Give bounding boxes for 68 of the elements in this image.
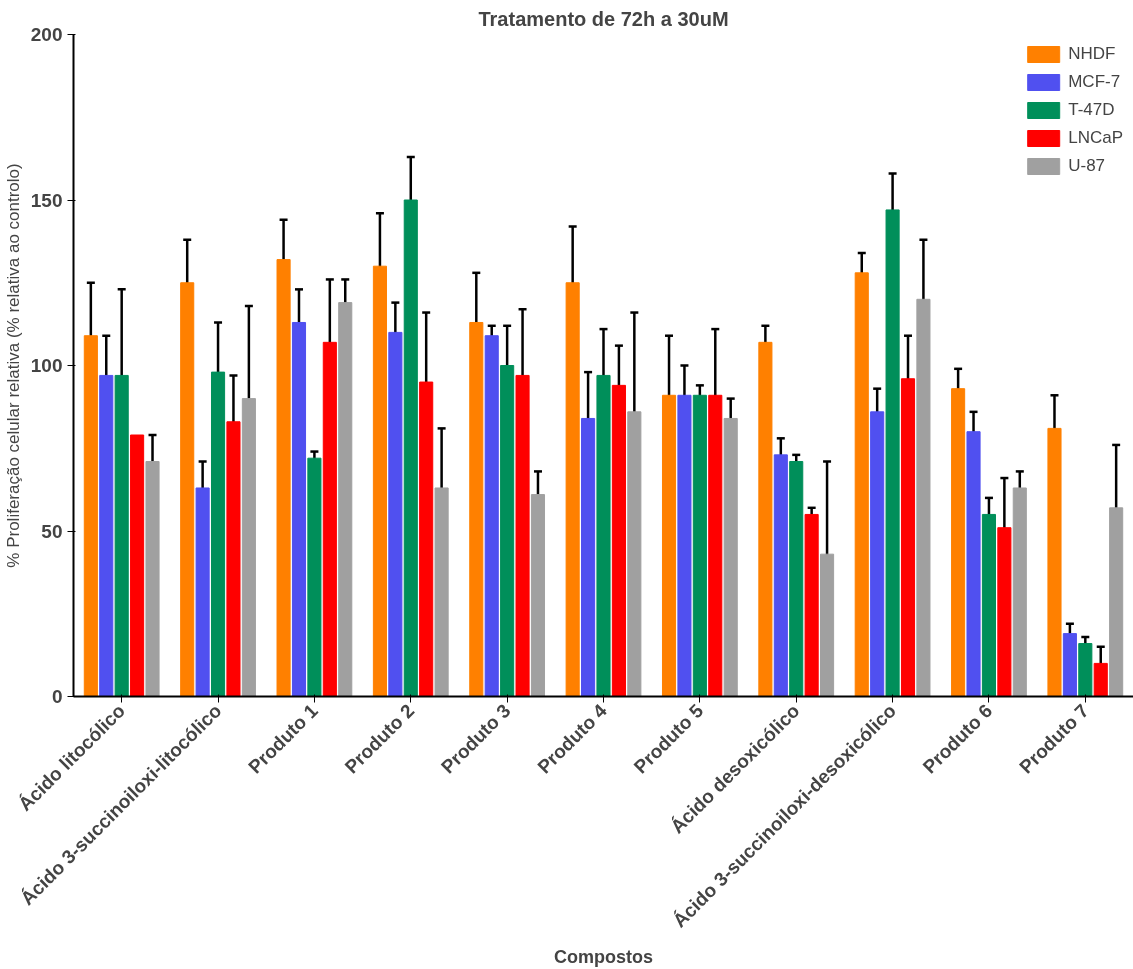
bar bbox=[372, 265, 387, 697]
bar bbox=[627, 411, 642, 697]
bar bbox=[388, 331, 403, 697]
bar bbox=[403, 199, 418, 697]
x-axis-title: Compostos bbox=[554, 946, 653, 967]
bar bbox=[241, 398, 256, 697]
legend-label: MCF-7 bbox=[1068, 72, 1121, 92]
bar bbox=[210, 371, 226, 697]
bar bbox=[145, 460, 160, 697]
bar bbox=[226, 421, 241, 697]
bar bbox=[951, 388, 966, 697]
bar bbox=[307, 457, 322, 697]
bar bbox=[1078, 643, 1093, 697]
y-tick-label: 100 bbox=[30, 355, 63, 376]
bar bbox=[322, 341, 337, 697]
bar bbox=[434, 487, 449, 697]
bar bbox=[692, 394, 707, 697]
bar bbox=[1093, 662, 1108, 697]
bar bbox=[981, 513, 997, 697]
bar bbox=[661, 394, 677, 697]
legend-label: LNCaP bbox=[1068, 128, 1123, 148]
chart-title: Tratamento de 72h a 30uM bbox=[478, 7, 729, 30]
bar bbox=[677, 394, 692, 697]
legend-label: NHDF bbox=[1068, 44, 1116, 64]
bar bbox=[515, 374, 530, 697]
bar bbox=[758, 341, 773, 697]
bar bbox=[180, 282, 195, 697]
bar bbox=[916, 298, 931, 697]
bar bbox=[130, 434, 145, 697]
bar bbox=[1012, 487, 1027, 697]
bar bbox=[723, 417, 738, 697]
bar bbox=[419, 381, 434, 697]
bar bbox=[1062, 633, 1077, 697]
bar bbox=[99, 374, 114, 697]
bar bbox=[854, 272, 869, 697]
bar bbox=[338, 302, 353, 697]
bar bbox=[500, 365, 515, 697]
bar bbox=[114, 374, 129, 697]
y-tick-label: 200 bbox=[30, 24, 63, 45]
bar bbox=[1047, 427, 1062, 697]
bar bbox=[966, 431, 981, 697]
bar bbox=[596, 374, 611, 697]
bar bbox=[804, 513, 819, 697]
bar bbox=[83, 335, 98, 697]
bar bbox=[997, 527, 1012, 697]
y-axis-title: % Proliferação celular relativa (% relativa ao controlo) bbox=[3, 163, 23, 568]
bar bbox=[484, 335, 499, 697]
bar bbox=[1109, 507, 1124, 697]
bar bbox=[885, 209, 900, 697]
bar bbox=[773, 454, 788, 697]
y-tick-label: 150 bbox=[30, 189, 63, 211]
y-tick-label: 0 bbox=[51, 686, 63, 707]
bar bbox=[530, 494, 546, 697]
bar bbox=[291, 321, 307, 697]
bar bbox=[900, 378, 916, 697]
bar bbox=[708, 394, 723, 697]
bar bbox=[276, 259, 291, 697]
bar bbox=[611, 384, 626, 697]
bar bbox=[820, 553, 835, 697]
legend-label: U-87 bbox=[1068, 156, 1106, 176]
legend-label: T-47D bbox=[1068, 100, 1115, 120]
bar bbox=[195, 487, 210, 697]
bar bbox=[565, 282, 580, 697]
bar bbox=[789, 460, 804, 697]
bar bbox=[581, 417, 596, 697]
y-tick-label: 50 bbox=[41, 520, 63, 542]
bar bbox=[870, 411, 885, 697]
bar bbox=[469, 321, 484, 697]
